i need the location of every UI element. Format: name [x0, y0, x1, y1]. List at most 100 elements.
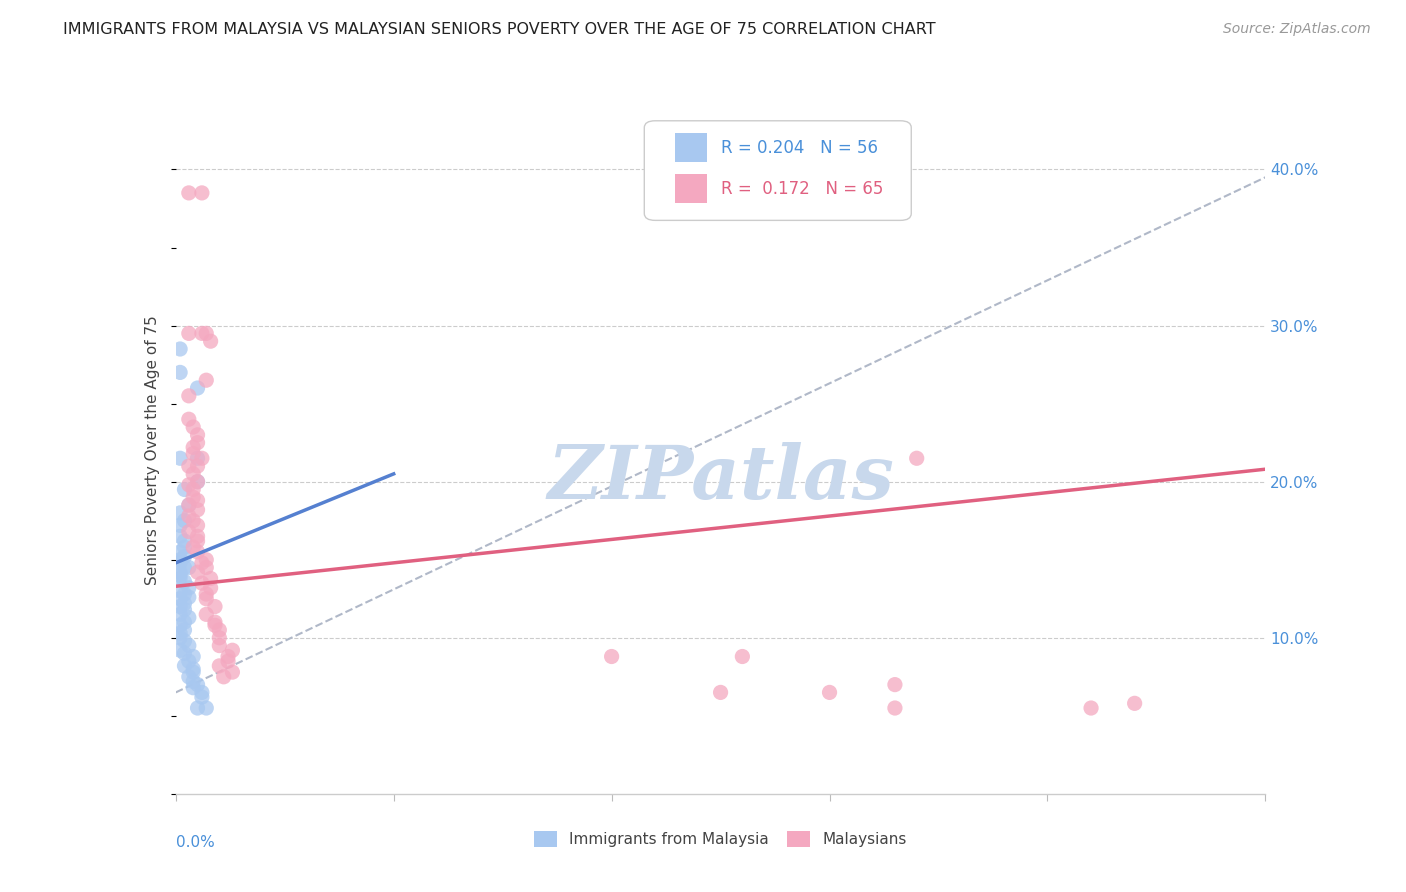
Text: ZIPatlas: ZIPatlas [547, 442, 894, 514]
Point [212, 670, 235, 684]
Point [1080, 701, 1102, 715]
Point [181, 440, 204, 454]
Point [195, 552, 218, 567]
Point [191, 690, 214, 705]
Point [177, 478, 200, 492]
Point [169, 518, 191, 533]
Point [173, 560, 195, 574]
Point [169, 342, 191, 356]
Point [186, 458, 209, 473]
Point [186, 533, 209, 548]
Point [186, 518, 209, 533]
Point [186, 502, 209, 516]
Point [186, 475, 209, 489]
Point [208, 631, 231, 645]
Point [195, 560, 218, 574]
Point [177, 560, 200, 574]
Point [173, 483, 195, 497]
Point [186, 427, 209, 442]
Point [208, 623, 231, 637]
Point [177, 591, 200, 605]
Point [177, 389, 200, 403]
Point [600, 649, 623, 664]
Point [177, 670, 200, 684]
Point [181, 514, 204, 528]
Point [221, 643, 243, 657]
Point [208, 658, 231, 673]
Point [177, 610, 200, 624]
Point [186, 529, 209, 543]
Point [173, 549, 195, 564]
Point [177, 508, 200, 523]
Point [200, 571, 222, 585]
Point [173, 615, 195, 630]
Point [169, 571, 191, 585]
Point [208, 639, 231, 653]
Point [884, 701, 907, 715]
Point [169, 631, 191, 645]
Point [195, 373, 218, 387]
Point [173, 587, 195, 601]
Point [177, 654, 200, 668]
Text: 0.0%: 0.0% [176, 835, 215, 850]
Point [169, 643, 191, 657]
Point [191, 556, 214, 570]
Point [169, 529, 191, 543]
Point [181, 490, 204, 504]
FancyBboxPatch shape [644, 120, 911, 220]
Point [169, 366, 191, 380]
Point [169, 506, 191, 520]
Point [1123, 696, 1146, 710]
Point [181, 665, 204, 680]
Point [173, 574, 195, 589]
Point [177, 524, 200, 539]
Point [177, 412, 200, 426]
Point [173, 633, 195, 648]
Bar [675, 133, 707, 162]
Legend: Immigrants from Malaysia, Malaysians: Immigrants from Malaysia, Malaysians [527, 823, 914, 855]
Point [169, 545, 191, 559]
Point [195, 326, 218, 341]
Point [169, 618, 191, 632]
Point [200, 334, 222, 348]
Point [195, 587, 218, 601]
Point [169, 568, 191, 582]
Point [195, 701, 218, 715]
Point [169, 583, 191, 598]
Point [186, 475, 209, 489]
Point [169, 626, 191, 640]
Point [173, 623, 195, 637]
Point [191, 576, 214, 591]
Point [177, 326, 200, 341]
Point [186, 493, 209, 508]
Point [177, 498, 200, 512]
Point [181, 681, 204, 695]
Point [181, 662, 204, 676]
Point [186, 381, 209, 395]
Point [173, 658, 195, 673]
Point [905, 451, 928, 466]
Point [191, 326, 214, 341]
Point [169, 591, 191, 606]
Point [177, 186, 200, 200]
Point [221, 665, 243, 680]
Text: R = 0.204   N = 56: R = 0.204 N = 56 [721, 138, 877, 157]
Point [181, 540, 204, 554]
Text: IMMIGRANTS FROM MALAYSIA VS MALAYSIAN SENIORS POVERTY OVER THE AGE OF 75 CORRELA: IMMIGRANTS FROM MALAYSIA VS MALAYSIAN SE… [63, 22, 936, 37]
Point [173, 514, 195, 528]
Point [204, 599, 226, 614]
Point [173, 603, 195, 617]
Point [181, 649, 204, 664]
Point [173, 596, 195, 610]
Point [818, 685, 841, 699]
Point [173, 646, 195, 660]
Point [186, 435, 209, 450]
Point [195, 607, 218, 622]
Point [173, 540, 195, 554]
Point [186, 566, 209, 580]
Point [710, 685, 733, 699]
Point [169, 556, 191, 570]
Point [204, 618, 226, 632]
Point [169, 552, 191, 567]
Point [181, 446, 204, 460]
